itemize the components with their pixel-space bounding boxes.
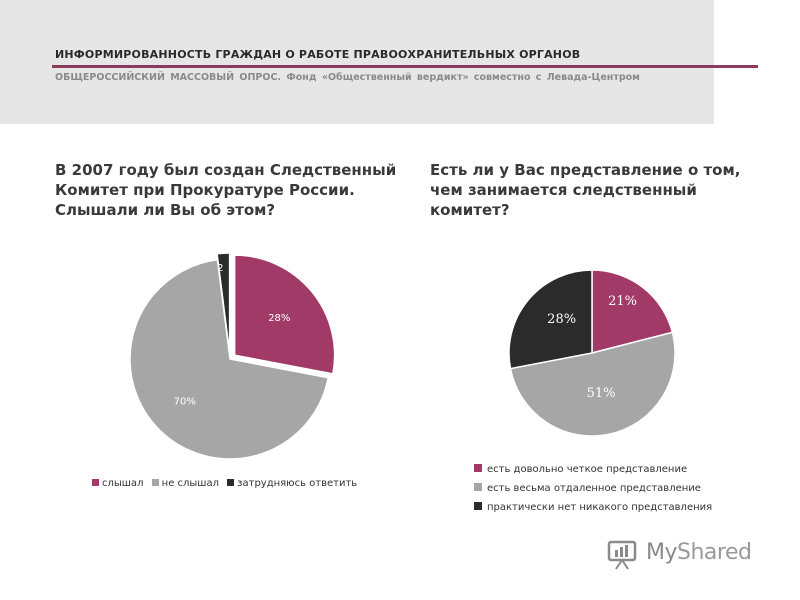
legend2-label-1: есть весьма отдаленное представление (487, 483, 701, 494)
chart2-data-label-0: 21% (608, 294, 637, 309)
legend2-label-2: практически нет никакого представления (487, 502, 713, 513)
chart2-slice-0 (591, 269, 674, 354)
chart1-slice-1 (129, 258, 330, 460)
legend2-item-2: практически нет никакого представления (474, 501, 712, 520)
legend1-swatch-1 (151, 479, 159, 486)
chart1-data-label-0: 28% (268, 313, 290, 324)
legend2-item-0: есть довольно четкое представление (474, 463, 712, 482)
legend1-item-0: слышал (92, 478, 143, 489)
header-subtitle: ОБЩЕРОССИЙСКИЙ МАССОВЫЙ ОПРОС. Фонд «Общ… (55, 72, 640, 83)
chart2-slice-1 (509, 331, 676, 437)
legend1-swatch-0 (92, 479, 99, 486)
chart2-data-label-2: 28% (547, 312, 576, 327)
legend2-swatch-0 (474, 464, 482, 472)
legend1-item-2: затрудняюсь ответить (227, 478, 357, 489)
legend2-label-0: есть довольно четкое представление (487, 464, 688, 475)
legend1-item-1: не слышал (151, 478, 219, 489)
header-rule (52, 65, 758, 68)
legend2-swatch-1 (474, 483, 482, 491)
chart1-slice-0 (233, 254, 336, 375)
myshared-logo-icon (607, 540, 637, 570)
chart2-data-label-1: 51% (587, 386, 616, 401)
legend1-label-2: затрудняюсь ответить (237, 478, 358, 489)
chart1-legend: слышал не слышал затрудняюсь ответить (92, 478, 362, 489)
legend2-swatch-2 (474, 502, 482, 510)
legend1-swatch-2 (227, 479, 235, 486)
chart2-slice-2 (508, 269, 593, 370)
chart2-legend: есть довольно четкое представление есть … (474, 463, 712, 520)
chart1-data-label-2: 2 (217, 263, 223, 274)
chart1-data-label-1: 70% (174, 396, 196, 407)
myshared-watermark: MyShared (606, 536, 766, 572)
header-band (0, 0, 714, 124)
header-title: ИНФОРМИРОВАННОСТЬ ГРАЖДАН О РАБОТЕ ПРАВО… (55, 48, 581, 61)
chart1-title: В 2007 году был создан Следственный Коми… (55, 161, 397, 219)
myshared-text: MyShared (646, 540, 752, 565)
legend2-item-1: есть весьма отдаленное представление (474, 482, 712, 501)
legend1-label-0: слышал (102, 478, 144, 489)
chart2-title: Есть ли у Вас представление о том, чем з… (430, 161, 741, 219)
chart1-slice-2 (216, 252, 231, 354)
legend1-label-1: не слышал (161, 478, 219, 489)
